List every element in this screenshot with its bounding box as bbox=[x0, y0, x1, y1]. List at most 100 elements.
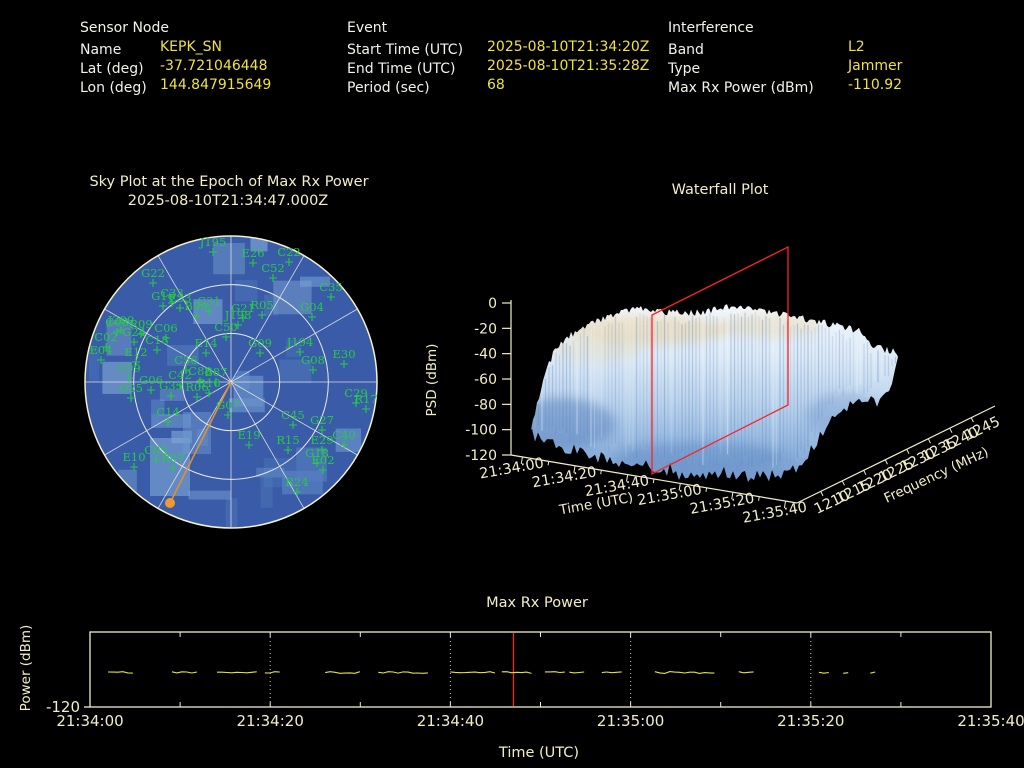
svg-text:E02: E02 bbox=[311, 453, 334, 467]
time-axis-label: Time (UTC) bbox=[498, 745, 579, 761]
svg-text:21:34:40: 21:34:40 bbox=[417, 712, 484, 730]
max-rx-power-plot: Max Rx Power Power (dBm) -120 Time (UTC)… bbox=[18, 595, 1024, 761]
sky-plot-title: Sky Plot at the Epoch of Max Rx Power bbox=[89, 174, 368, 190]
svg-text:C88: C88 bbox=[188, 364, 211, 378]
sky-plot-subtitle: 2025-08-10T21:34:47.000Z bbox=[128, 193, 329, 209]
svg-text:E30: E30 bbox=[332, 347, 355, 361]
lon-label: Lon (deg) bbox=[80, 80, 147, 96]
band-value: L2 bbox=[848, 39, 865, 55]
svg-text:G24: G24 bbox=[122, 325, 146, 339]
start-time-value: 2025-08-10T21:34:20Z bbox=[487, 39, 650, 55]
svg-text:C18: C18 bbox=[145, 333, 168, 347]
svg-text:B87: B87 bbox=[204, 365, 227, 379]
period-label: Period (sec) bbox=[347, 80, 430, 96]
waterfall-psd-axis-label: PSD (dBm) bbox=[424, 344, 440, 417]
svg-text:E19: E19 bbox=[237, 428, 260, 442]
svg-text:C50: C50 bbox=[214, 320, 237, 334]
svg-text:C42: C42 bbox=[168, 368, 191, 382]
svg-text:C52: C52 bbox=[261, 261, 284, 275]
svg-text:C08: C08 bbox=[105, 315, 128, 329]
svg-text:R05: R05 bbox=[250, 298, 273, 312]
waterfall-title: Waterfall Plot bbox=[672, 182, 769, 198]
event-panel: Event Start Time (UTC) 2025-08-10T21:34:2… bbox=[347, 20, 667, 96]
svg-text:-40: -40 bbox=[474, 347, 497, 363]
sky-plot: Sky Plot at the Epoch of Max Rx Power 20… bbox=[84, 174, 378, 529]
svg-text:C06: C06 bbox=[154, 321, 177, 335]
lon-value: 144.847915649 bbox=[160, 77, 272, 93]
svg-text:R17: R17 bbox=[354, 392, 377, 406]
svg-text:R06: R06 bbox=[185, 380, 208, 394]
name-value: KEPK_SN bbox=[160, 39, 223, 55]
svg-text:C33: C33 bbox=[160, 286, 183, 300]
sensor-node-title: Sensor Node bbox=[80, 20, 169, 36]
svg-text:C31: C31 bbox=[197, 294, 220, 308]
svg-text:G06: G06 bbox=[139, 373, 163, 387]
svg-text:J194: J194 bbox=[286, 335, 314, 349]
power-axis-label: Power (dBm) bbox=[18, 625, 34, 712]
svg-text:E26: E26 bbox=[241, 246, 264, 260]
svg-text:21:34:20: 21:34:20 bbox=[237, 712, 304, 730]
svg-text:G07: G07 bbox=[216, 398, 240, 412]
svg-text:C02: C02 bbox=[94, 330, 117, 344]
svg-text:R10: R10 bbox=[197, 376, 220, 390]
svg-text:R09: R09 bbox=[129, 317, 152, 331]
svg-text:J200: J200 bbox=[107, 313, 135, 327]
svg-text:B99: B99 bbox=[184, 299, 207, 313]
max-rx-power-label: Max Rx Power (dBm) bbox=[668, 80, 814, 96]
svg-text:-100: -100 bbox=[465, 423, 497, 439]
svg-text:R07: R07 bbox=[161, 451, 184, 465]
svg-text:C05: C05 bbox=[144, 443, 167, 457]
svg-text:G35: G35 bbox=[159, 379, 183, 393]
svg-text:G09: G09 bbox=[248, 336, 272, 350]
svg-text:0: 0 bbox=[488, 296, 497, 312]
svg-text:21:35:00: 21:35:00 bbox=[597, 712, 664, 730]
interference-title: Interference bbox=[668, 20, 754, 36]
svg-text:-60: -60 bbox=[474, 372, 497, 388]
svg-text:-20: -20 bbox=[474, 321, 497, 337]
max-rx-power-value: -110.92 bbox=[848, 77, 903, 93]
svg-text:E29: E29 bbox=[310, 433, 333, 447]
svg-text:J195: J195 bbox=[199, 235, 227, 249]
type-value: Jammer bbox=[848, 58, 903, 74]
svg-text:E33: E33 bbox=[168, 291, 191, 305]
svg-text:G04: G04 bbox=[300, 300, 324, 314]
svg-text:G21: G21 bbox=[231, 301, 255, 315]
svg-text:R24: R24 bbox=[285, 475, 308, 489]
svg-text:C09: C09 bbox=[117, 361, 140, 375]
svg-text:C56: C56 bbox=[174, 353, 197, 367]
svg-text:G18: G18 bbox=[305, 446, 329, 460]
lat-value: -37.721046448 bbox=[160, 58, 268, 74]
type-label: Type bbox=[668, 61, 701, 77]
svg-text:E12: E12 bbox=[124, 345, 147, 359]
svg-text:C35: C35 bbox=[319, 280, 342, 294]
svg-text:E10: E10 bbox=[122, 450, 145, 464]
svg-text:G08: G08 bbox=[301, 353, 325, 367]
svg-text:G22: G22 bbox=[141, 266, 165, 280]
lat-label: Lat (deg) bbox=[80, 61, 144, 77]
svg-text:C22: C22 bbox=[277, 245, 300, 259]
interference-panel: Interference Band L2 Type Jammer Max Rx Po… bbox=[668, 20, 1018, 96]
svg-text:G16: G16 bbox=[151, 289, 175, 303]
svg-text:J198: J198 bbox=[224, 308, 252, 322]
sensor-node-panel: Sensor Node Name KEPK_SN Lat (deg) -37.721… bbox=[80, 20, 345, 96]
svg-text:-80: -80 bbox=[474, 397, 497, 413]
svg-text:C29: C29 bbox=[344, 386, 367, 400]
name-label: Name bbox=[80, 42, 122, 58]
svg-text:C14: C14 bbox=[156, 405, 179, 419]
svg-text:E04: E04 bbox=[89, 343, 112, 357]
svg-text:21:35:40: 21:35:40 bbox=[957, 712, 1024, 730]
svg-text:E14: E14 bbox=[194, 336, 217, 350]
svg-text:G27: G27 bbox=[310, 413, 334, 427]
end-time-value: 2025-08-10T21:35:28Z bbox=[487, 58, 650, 74]
svg-text:C40: C40 bbox=[332, 428, 355, 442]
max-rx-power-title: Max Rx Power bbox=[486, 595, 588, 611]
svg-text:C45: C45 bbox=[281, 408, 304, 422]
svg-text:G25: G25 bbox=[119, 381, 143, 395]
event-title: Event bbox=[347, 20, 388, 36]
svg-text:-120: -120 bbox=[465, 448, 497, 464]
band-label: Band bbox=[668, 42, 704, 58]
max-rx-power-canvas: 21:34:00 21:34:20 21:34:40 21:35:00 21:35:20… bbox=[56, 631, 1024, 730]
svg-text:21:35:20: 21:35:20 bbox=[777, 712, 844, 730]
